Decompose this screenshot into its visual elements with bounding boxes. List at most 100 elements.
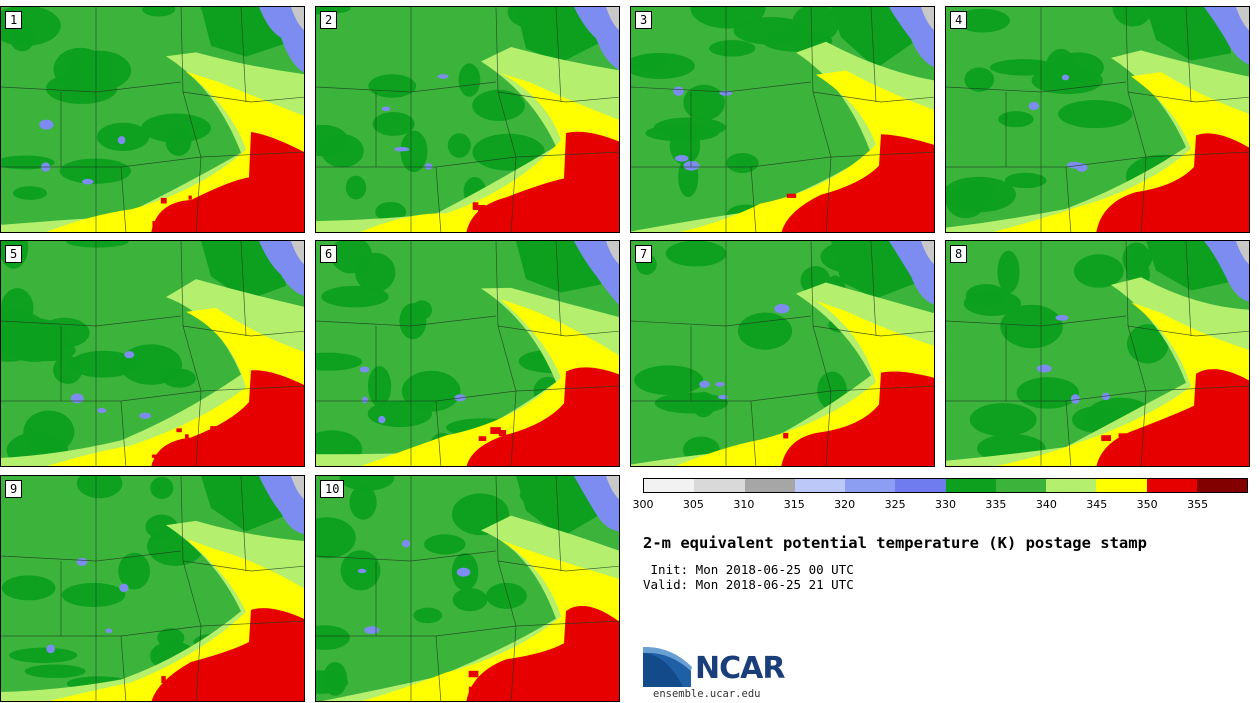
field-blue-lake — [82, 178, 94, 185]
state-border-line — [182, 91, 304, 103]
field-blue-lake — [393, 147, 410, 152]
field-dark-green-patch — [654, 392, 728, 414]
colorbar-bin — [845, 479, 896, 492]
state-border-line — [1065, 400, 1072, 466]
field-red-speckle — [253, 455, 264, 464]
field-red-speckle — [273, 667, 282, 677]
field-blue-lake — [361, 396, 368, 404]
colorbar-tick-label: 305 — [682, 498, 704, 511]
field-red-speckle — [918, 452, 929, 459]
stamp-panel-1: 1 — [0, 6, 305, 233]
field-red-speckle — [1118, 433, 1129, 442]
field-red-speckle — [896, 215, 901, 224]
field-red-speckle — [472, 202, 479, 210]
field-blue-lake — [46, 644, 55, 654]
field-dark-green-patch — [423, 534, 466, 555]
field-blue-lake — [76, 557, 88, 566]
field-red-speckle — [1243, 199, 1248, 205]
field-red-speckle — [591, 441, 601, 450]
state-border-line — [1145, 385, 1249, 392]
field-dark-green-patch — [733, 16, 809, 45]
theta-e-field-map — [1, 476, 304, 701]
field-gray-region — [921, 241, 934, 265]
colorbar-bin — [1196, 479, 1247, 492]
field-dark-green-patch — [45, 72, 118, 105]
stamp-panel-8: 8 — [945, 240, 1250, 467]
field-dark-green-patch — [165, 127, 192, 156]
state-border-line — [750, 400, 757, 466]
field-dark-green-patch — [12, 186, 48, 200]
theta-e-field-map — [946, 7, 1249, 232]
field-dark-green-patch — [316, 352, 363, 371]
state-border-line — [182, 560, 304, 572]
field-red-speckle — [527, 686, 537, 695]
field-dark-green-patch — [316, 625, 350, 650]
field-blue-lake — [1067, 161, 1082, 169]
field-red-speckle — [486, 224, 492, 228]
field-dark-green-patch — [1, 309, 47, 349]
field-dark-green-patch — [946, 176, 1016, 213]
colorbar-tick-label: 310 — [733, 498, 755, 511]
field-red-speckle — [177, 677, 189, 684]
figure-title: 2-m equivalent potential temperature (K)… — [643, 534, 1147, 552]
state-border-line — [1125, 7, 1147, 232]
field-red-speckle — [468, 670, 479, 678]
stamp-number: 8 — [950, 245, 968, 263]
field-dark-green-patch — [76, 476, 123, 499]
state-border-line — [812, 325, 934, 337]
field-red-speckle — [511, 441, 516, 446]
theta-e-field-map — [631, 7, 934, 232]
field-red-speckle — [876, 437, 886, 446]
colorbar-ticks: 300 305 310 315 320 325 330 335 340 345 350 355 — [633, 498, 1248, 512]
field-red-speckle — [233, 204, 238, 211]
field-red-speckle — [160, 197, 167, 204]
field-red-speckle — [559, 433, 568, 441]
stamp-panel-5: 5 — [0, 240, 305, 467]
field-gray-region — [291, 7, 304, 31]
stamp-panel-2: 2 — [315, 6, 620, 233]
field-red-speckle — [264, 197, 269, 205]
field-gray-region — [291, 476, 304, 500]
field-dark-green-patch — [989, 59, 1058, 76]
field-gray-region — [606, 241, 619, 265]
field-red-speckle — [235, 199, 244, 205]
field-dark-green-patch — [69, 350, 138, 378]
field-blue-region — [259, 241, 304, 296]
field-red-speckle — [238, 206, 244, 216]
colorbar-tick-label: 355 — [1187, 498, 1209, 511]
field-red-speckle — [596, 228, 602, 232]
field-red-speckle — [597, 461, 608, 466]
field-dark-green-patch — [375, 201, 407, 222]
field-red-speckle — [927, 455, 933, 461]
field-dark-green-patch — [998, 111, 1034, 128]
field-blue-lake — [1061, 74, 1070, 81]
field-red-speckle — [198, 464, 206, 466]
field-dark-green-patch — [1073, 254, 1124, 288]
field-red-speckle — [533, 440, 545, 448]
field-red-speckle — [476, 214, 486, 221]
colorbar-tick-label: 340 — [1035, 498, 1057, 511]
field-blue-lake — [105, 628, 113, 634]
field-red-speckle — [506, 457, 513, 461]
theta-e-field-map — [1, 241, 304, 466]
colorbar-bin — [694, 479, 745, 492]
field-gray-region — [606, 7, 619, 31]
field-red-speckle — [919, 427, 929, 434]
state-border-line — [495, 476, 517, 701]
colorbar-tick-label: 345 — [1086, 498, 1108, 511]
field-red-region — [151, 132, 304, 232]
field-blue-lake — [437, 74, 449, 79]
field-blue-lake — [378, 415, 386, 424]
field-dark-green-patch — [1, 575, 56, 601]
field-blue-lake — [718, 394, 728, 400]
state-border-line — [495, 241, 517, 466]
field-red-speckle — [544, 435, 555, 444]
field-dark-green-patch — [345, 175, 367, 200]
field-dark-green-patch — [9, 647, 78, 663]
field-red-speckle — [267, 428, 275, 433]
field-red-speckle — [252, 439, 261, 447]
field-gray-region — [1236, 7, 1249, 31]
field-red-speckle — [1157, 432, 1168, 437]
colorbar-bin — [945, 479, 996, 492]
field-red-speckle — [171, 683, 177, 693]
